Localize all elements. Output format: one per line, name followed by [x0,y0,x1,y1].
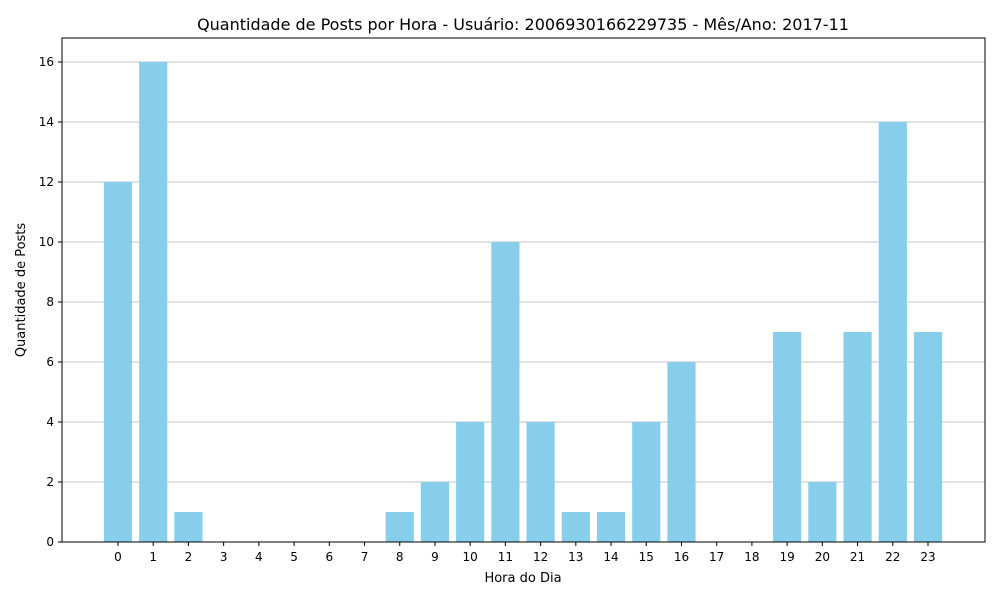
bar-hour-20 [808,482,837,542]
bar-hour-22 [878,122,907,542]
x-tick-label: 19 [779,550,794,564]
x-tick-label: 6 [325,550,333,564]
x-tick-label: 3 [220,550,228,564]
x-tick-label: 18 [744,550,759,564]
x-tick-label: 23 [920,550,935,564]
y-tick-label: 4 [46,415,54,429]
bar-hour-16 [667,362,696,542]
x-tick-label: 13 [568,550,583,564]
x-tick-label: 20 [815,550,830,564]
x-tick-label: 16 [674,550,689,564]
bar-hour-0 [103,182,133,542]
bar-hour-21 [843,332,872,542]
y-tick-label: 16 [39,55,54,69]
x-tick-label: 5 [290,550,298,564]
grid-lines [62,61,985,543]
x-tick-label: 4 [255,550,263,564]
x-tick-label: 7 [361,550,369,564]
x-tick-label: 21 [850,550,865,564]
y-tick-label: 6 [46,355,54,369]
bar-hour-11 [491,242,520,542]
bar-hour-14 [596,512,626,542]
x-tick-label: 14 [603,550,618,564]
bar-hour-15 [632,422,661,542]
x-tick-label: 17 [709,550,724,564]
x-axis-label: Hora do Dia [484,571,561,586]
x-tick-label: 22 [885,550,900,564]
y-axis-label: Quantidade de Posts [14,223,29,358]
bar-hour-8 [385,512,414,542]
y-tick-label: 8 [46,295,54,309]
bar-hour-2 [174,512,203,542]
bar-hour-23 [913,332,943,542]
y-axis-ticks: 0 2 4 6 8 10 12 14 16 [39,55,62,549]
y-tick-label: 12 [39,175,54,189]
y-tick-label: 14 [39,115,54,129]
bar-hour-12 [526,422,555,542]
x-tick-label: 9 [431,550,439,564]
x-tick-label: 2 [185,550,193,564]
x-tick-label: 0 [114,550,122,564]
x-tick-label: 11 [498,550,513,564]
bar-hour-10 [456,422,485,542]
x-tick-label: 15 [639,550,654,564]
x-tick-label: 12 [533,550,548,564]
x-tick-label: 10 [463,550,478,564]
x-tick-label: 1 [149,550,157,564]
bar-hour-13 [561,512,590,542]
y-tick-label: 0 [46,535,54,549]
plot-frame [61,37,986,543]
bar-hour-9 [420,482,450,542]
x-tick-label: 8 [396,550,404,564]
chart-title: Quantidade de Posts por Hora - Usuário: … [197,15,849,34]
x-axis-ticks: 0 1 2 3 4 5 6 7 8 9 10 11 12 13 14 15 16 17 18 19 20 21 22 23 [114,542,936,564]
bar-hour-1 [139,62,168,542]
bar-hour-19 [773,332,802,542]
y-tick-label: 10 [39,235,54,249]
bars [103,62,943,542]
y-tick-label: 2 [46,475,54,489]
